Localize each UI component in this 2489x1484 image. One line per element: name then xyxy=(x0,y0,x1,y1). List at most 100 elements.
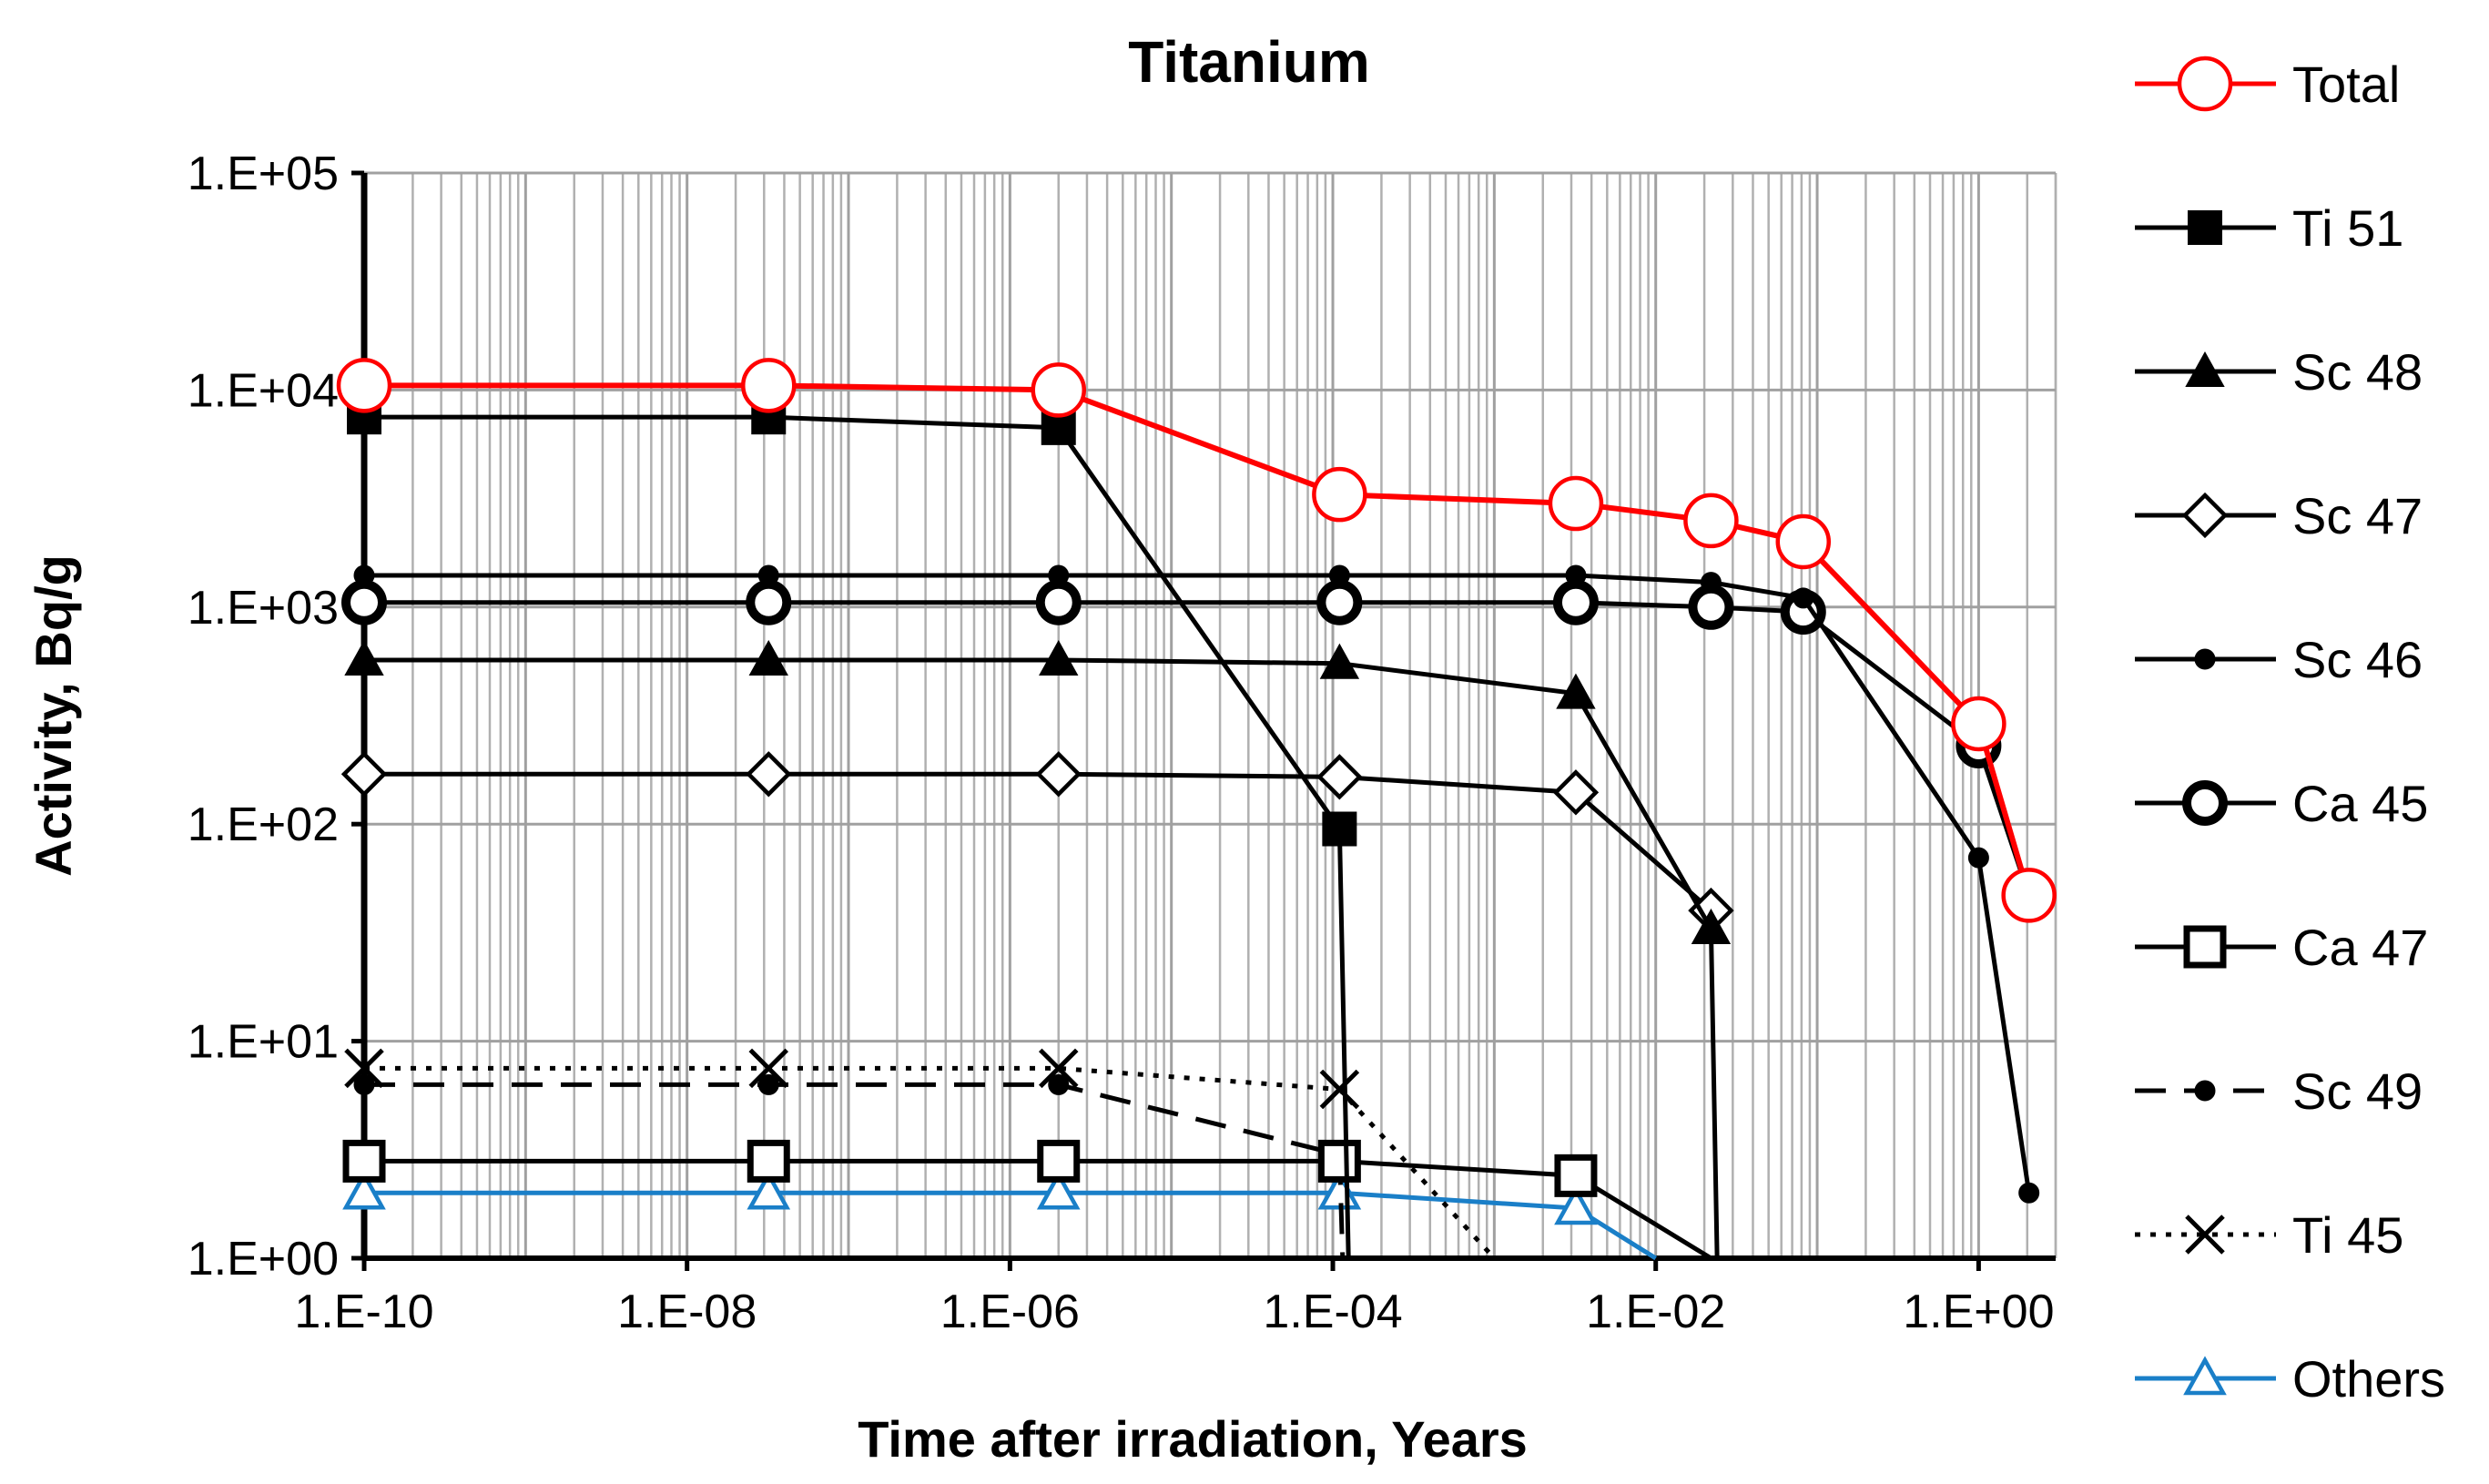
legend-item-ca-47: Ca 47 xyxy=(2135,919,2428,976)
legend-item-ca-45: Ca 45 xyxy=(2135,775,2428,832)
data-point-ca-47 xyxy=(1037,1139,1081,1183)
data-point-sc-48 xyxy=(1556,673,1596,709)
data-point-sc-47 xyxy=(340,751,388,798)
data-point-ti-45 xyxy=(748,1048,789,1089)
data-point-sc-48 xyxy=(344,639,384,676)
legend-item-ti-51: Ti 51 xyxy=(2135,199,2403,257)
x-marker-stroke xyxy=(344,1048,384,1089)
series-ca-47 xyxy=(342,1139,1712,1261)
series-ti-45 xyxy=(344,1048,1497,1260)
data-point-ca-47 xyxy=(747,1139,790,1183)
legend-label: Total xyxy=(2292,56,2400,113)
legend-marker xyxy=(2194,1080,2216,1102)
series-line-ti-45 xyxy=(364,1065,1497,1260)
data-point-ti-45 xyxy=(344,1048,384,1089)
data-point-sc-46 xyxy=(1328,564,1350,586)
tick-labels: 1.E+00 1.E+01 1.E+02 1.E+03 1.E+04 1.E+05 1.E-… xyxy=(188,147,2055,1338)
legend-item-sc-47: Sc 47 xyxy=(2135,487,2423,544)
y-axis-title: Activity, Bq/g xyxy=(25,554,82,877)
data-point-ca-45 xyxy=(341,579,387,625)
legend-label: Ca 47 xyxy=(2292,919,2428,976)
data-point-sc-47 xyxy=(1316,754,1363,800)
y-tick-label: 1.E+03 xyxy=(188,582,339,635)
x-marker-stroke xyxy=(2185,1215,2225,1255)
series-ti-51 xyxy=(347,400,1357,1259)
legend-label: Ti 51 xyxy=(2292,199,2403,257)
series-total xyxy=(336,358,2057,923)
data-point-ti-45 xyxy=(1319,1069,1360,1110)
legend-item-total: Total xyxy=(2135,56,2400,113)
data-point-ti-51 xyxy=(1322,811,1357,847)
legend-marker xyxy=(2188,210,2222,245)
data-point-total xyxy=(1683,493,1739,549)
y-tick-label: 1.E+01 xyxy=(188,1016,339,1069)
data-point-ca-45 xyxy=(1035,579,1082,625)
legend-label: Sc 48 xyxy=(2292,343,2423,401)
data-point-sc-49 xyxy=(757,1073,779,1095)
x-marker-stroke xyxy=(1319,1069,1360,1110)
y-tick-label: 1.E+04 xyxy=(188,364,339,417)
data-point-sc-48 xyxy=(1691,908,1732,944)
chart-title: Titanium xyxy=(1128,29,1370,95)
data-point-total xyxy=(1548,475,1604,532)
data-point-ca-45 xyxy=(1688,584,1734,630)
x-tick-label: 1.E-10 xyxy=(294,1286,433,1338)
data-point-sc-49 xyxy=(353,1073,375,1095)
series-group xyxy=(336,358,2057,1261)
legend-item-ti-45: Ti 45 xyxy=(2135,1206,2403,1264)
legend-item-sc-46: Sc 46 xyxy=(2135,631,2423,688)
data-point-others xyxy=(747,1170,791,1210)
y-tick-label: 1.E+00 xyxy=(188,1233,339,1286)
legend-label: Others xyxy=(2292,1350,2445,1408)
legend-marker xyxy=(2183,1356,2227,1396)
legend: Total Ti 51 Sc 48 Sc 47 Sc 46 Ca 45 Ca 47 Sc 49… xyxy=(2135,56,2445,1408)
data-point-sc-47 xyxy=(1035,751,1082,798)
data-point-sc-47 xyxy=(1552,769,1600,816)
legend-label: Ti 45 xyxy=(2292,1206,2403,1264)
x-tick-label: 1.E-08 xyxy=(617,1286,757,1338)
data-point-ca-45 xyxy=(1316,579,1363,625)
data-point-total xyxy=(2001,868,2057,923)
data-point-ca-47 xyxy=(1554,1154,1598,1197)
x-tick-label: 1.E-06 xyxy=(940,1286,1080,1338)
data-point-sc-46 xyxy=(1700,572,1722,594)
legend-marker xyxy=(2185,1215,2225,1255)
series-others xyxy=(342,1170,1658,1261)
series-line-sc-47 xyxy=(364,771,1713,912)
data-point-sc-48 xyxy=(1319,643,1360,679)
data-point-total xyxy=(741,358,797,413)
legend-label: Sc 46 xyxy=(2292,631,2423,688)
legend-label: Sc 47 xyxy=(2292,487,2423,544)
y-tick-label: 1.E+05 xyxy=(188,147,339,200)
data-point-total xyxy=(1312,466,1367,523)
legend-label: Sc 49 xyxy=(2292,1062,2423,1120)
legend-item-sc-49: Sc 49 xyxy=(2135,1062,2423,1120)
data-point-ti-45 xyxy=(1038,1048,1079,1089)
legend-item-others: Others xyxy=(2135,1350,2445,1408)
series-line-total xyxy=(364,382,2032,897)
x-tick-label: 1.E-04 xyxy=(1263,1286,1402,1338)
data-point-total xyxy=(1951,696,2006,752)
legend-marker xyxy=(2177,56,2233,112)
y-tick-label: 1.E+02 xyxy=(188,798,339,851)
x-marker-stroke xyxy=(1038,1048,1079,1089)
data-point-sc-46 xyxy=(2018,1182,2040,1204)
data-point-sc-49 xyxy=(1048,1073,1070,1095)
data-point-ca-47 xyxy=(1317,1139,1361,1183)
legend-label: Ca 45 xyxy=(2292,775,2428,832)
data-point-total xyxy=(1775,513,1832,570)
data-point-sc-48 xyxy=(748,639,788,676)
legend-marker xyxy=(2194,648,2216,670)
data-point-total xyxy=(1031,362,1086,418)
data-point-sc-46 xyxy=(1967,847,1989,869)
series-sc-49 xyxy=(353,1073,1350,1259)
series-line-ti-51 xyxy=(364,414,1351,1259)
data-point-sc-46 xyxy=(353,564,375,586)
x-tick-label: 1.E+00 xyxy=(1903,1286,2054,1338)
x-axis-title: Time after irradiation, Years xyxy=(858,1410,1528,1468)
data-point-others xyxy=(342,1170,386,1210)
data-point-sc-46 xyxy=(1565,564,1587,586)
legend-item-sc-48: Sc 48 xyxy=(2135,343,2423,401)
legend-marker xyxy=(2181,492,2229,539)
